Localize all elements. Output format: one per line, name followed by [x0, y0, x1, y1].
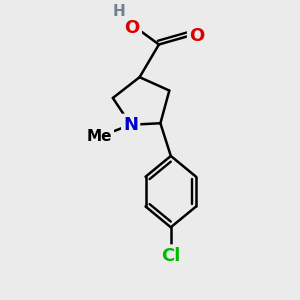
Text: H: H [112, 4, 125, 19]
Text: Me: Me [87, 129, 112, 144]
Text: Cl: Cl [161, 247, 181, 265]
Text: N: N [123, 116, 138, 134]
Text: O: O [124, 19, 140, 37]
Text: O: O [189, 27, 204, 45]
